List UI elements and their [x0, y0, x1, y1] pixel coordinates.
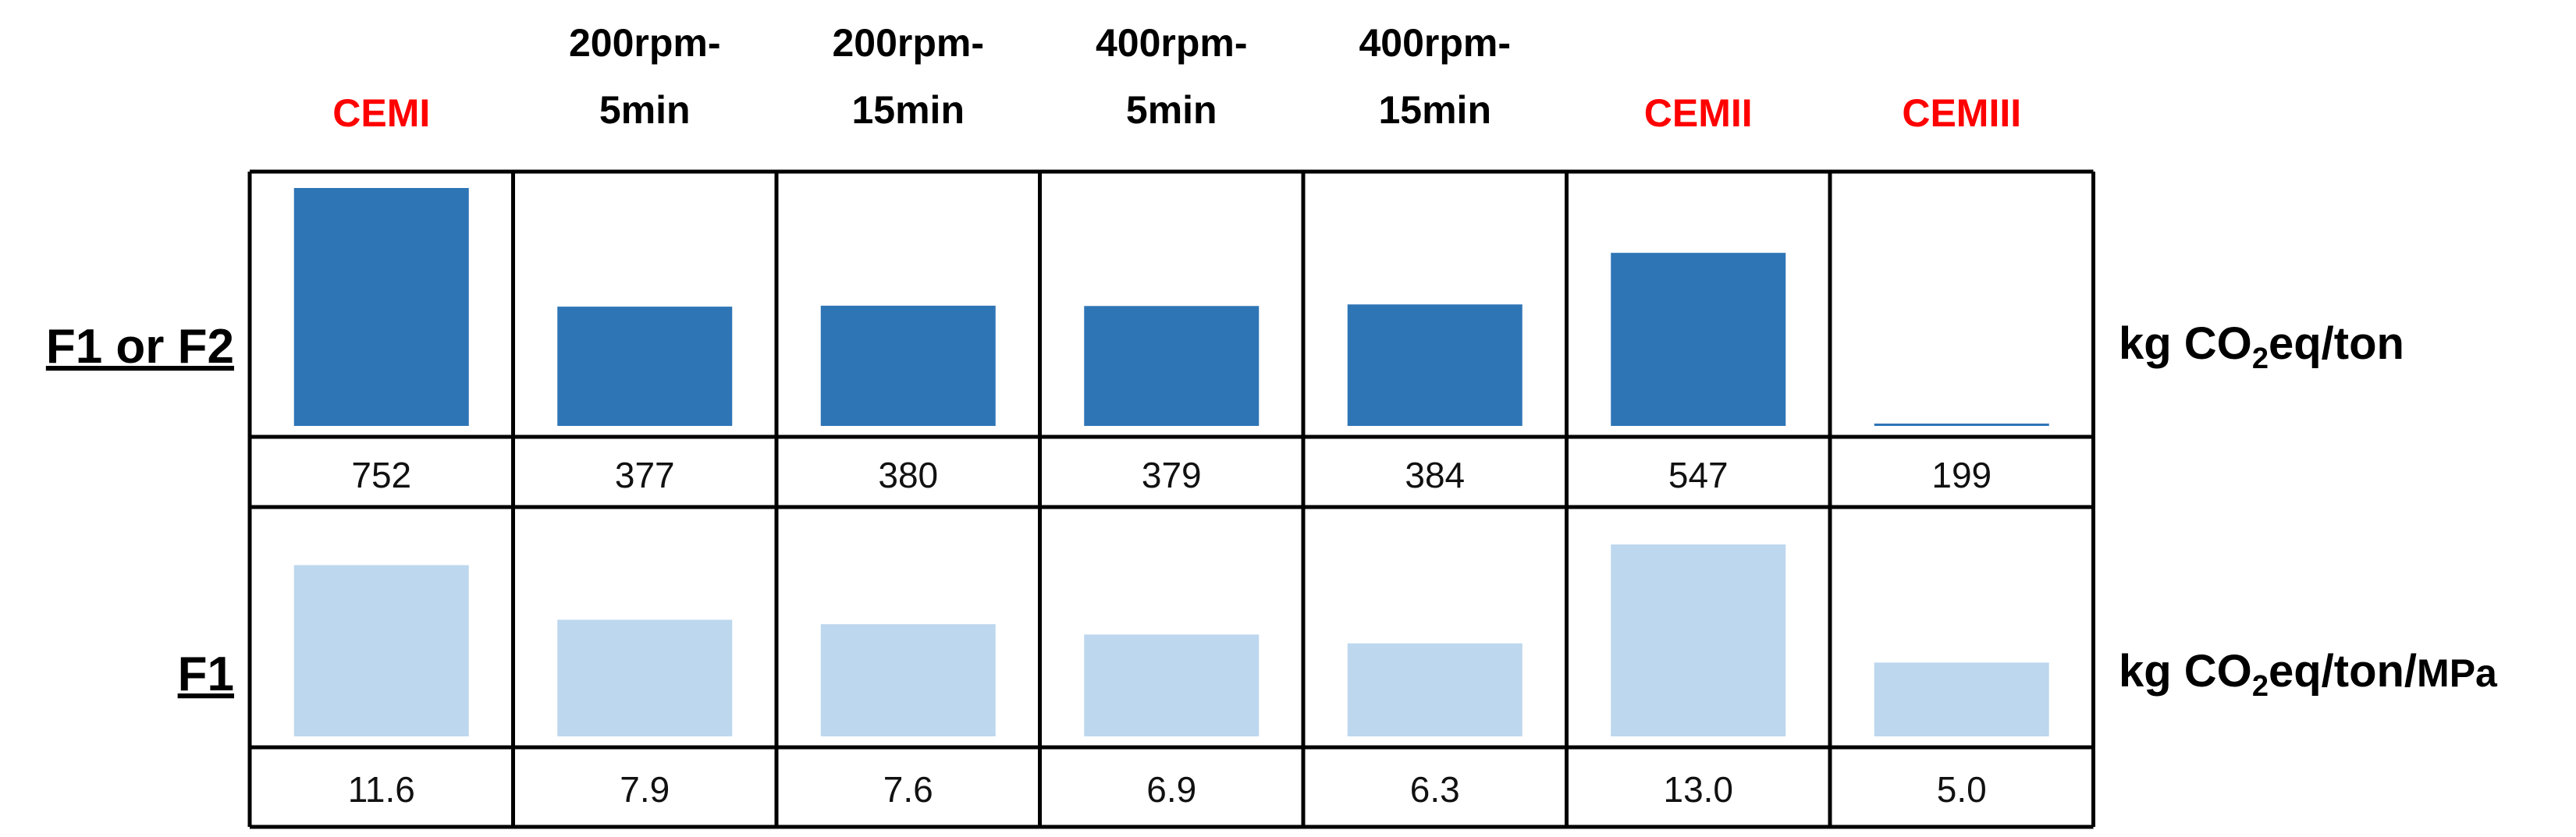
value-co2-per-ton: 377 [615, 455, 675, 495]
value-co2-per-ton-mpa: 5.0 [1937, 769, 1987, 810]
row-label-1: F1 or F2 [46, 320, 234, 374]
bar-co2-per-ton [557, 307, 733, 426]
value-co2-per-ton: 199 [1931, 455, 1992, 495]
bar-co2-per-ton-mpa [1084, 634, 1260, 736]
value-co2-per-ton-mpa: 6.3 [1410, 769, 1460, 810]
column-header: CEMII [1644, 91, 1753, 135]
column-header: CEMI [332, 91, 430, 135]
value-co2-per-ton: 379 [1142, 455, 1202, 495]
value-co2-per-ton: 384 [1405, 455, 1465, 495]
bar-co2-per-ton [293, 188, 469, 426]
column-headers: CEMI 200rpm-5min 200rpm-15min 400rpm-5min 40… [332, 21, 2021, 135]
bar-co2-per-ton-mpa [1611, 544, 1786, 736]
column-header: 400rpm-15min [1359, 21, 1511, 132]
bar-co2-per-ton [1084, 306, 1260, 426]
bar-co2-per-ton [1347, 304, 1523, 426]
value-co2-per-ton-mpa: 13.0 [1663, 769, 1733, 810]
value-co2-per-ton: 380 [878, 455, 938, 495]
bar-co2-per-ton-mpa [1347, 643, 1523, 736]
value-co2-per-ton: 547 [1668, 455, 1729, 495]
value-co2-per-ton: 752 [351, 455, 411, 495]
bar-co2-per-ton-mpa [557, 619, 733, 736]
bars-panel-1 [293, 188, 2049, 426]
bars-panel-2 [293, 544, 2049, 736]
column-header: 200rpm-5min [569, 21, 721, 132]
bar-co2-per-ton-mpa [820, 624, 996, 736]
bar-co2-per-ton [1874, 424, 2049, 426]
unit-label-1: kg CO2eq/ton [2119, 318, 2404, 375]
value-co2-per-ton-mpa: 11.6 [348, 769, 415, 810]
values-row-2: 11.6 7.9 7.6 6.9 6.3 13.0 5.0 [348, 769, 1987, 810]
column-header: CEMIII [1902, 91, 2021, 135]
column-header: 400rpm-5min [1096, 21, 1248, 132]
bar-co2-per-ton [820, 305, 996, 426]
value-co2-per-ton-mpa: 6.9 [1146, 769, 1196, 810]
values-row-1: 752 377 380 379 384 547 199 [351, 455, 1992, 495]
bar-co2-per-ton [1611, 253, 1786, 426]
bar-co2-per-ton-mpa [293, 565, 469, 736]
column-header: 200rpm-15min [832, 21, 984, 132]
table-grid [247, 169, 2095, 829]
row-label-2: F1 [178, 647, 234, 701]
value-co2-per-ton-mpa: 7.6 [883, 769, 933, 810]
unit-label-2: kg CO2eq/ton/MPa [2119, 646, 2498, 703]
bar-co2-per-ton-mpa [1874, 662, 2049, 736]
value-co2-per-ton-mpa: 7.9 [620, 769, 670, 810]
